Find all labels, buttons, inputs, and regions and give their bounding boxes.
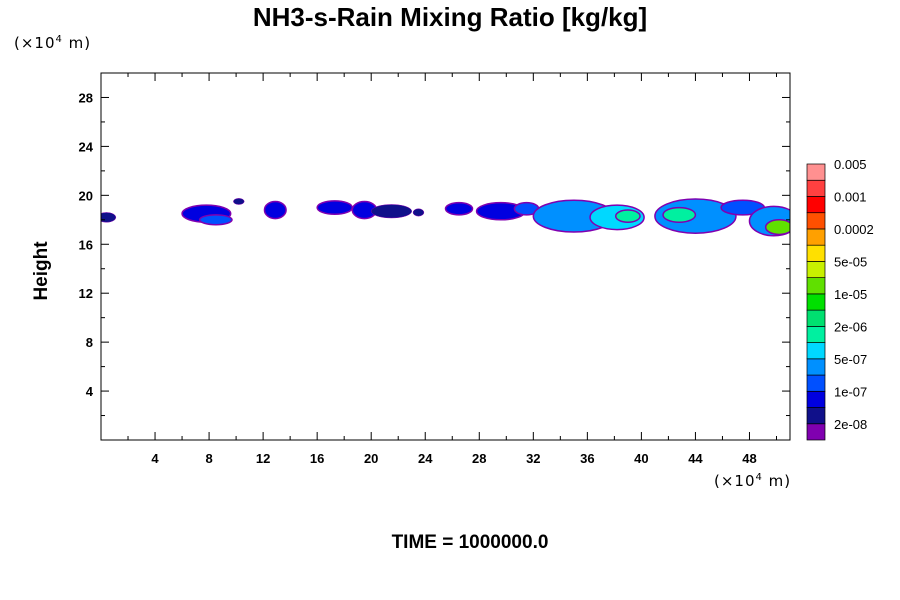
contour-region xyxy=(662,206,697,223)
contour-region xyxy=(198,214,233,226)
x-tick-label: 36 xyxy=(580,451,594,466)
x-tick-label: 4 xyxy=(151,451,159,466)
contour-region xyxy=(614,209,641,223)
colorbar-swatch xyxy=(806,228,826,246)
colorbar-swatch xyxy=(806,212,826,230)
colorbar-swatch xyxy=(806,423,826,441)
colorbar-swatch xyxy=(806,277,826,295)
y-tick-label: 8 xyxy=(86,335,93,350)
colorbar-swatch xyxy=(806,326,826,343)
colorbar-swatch xyxy=(806,293,826,311)
x-tick-label: 24 xyxy=(418,451,433,466)
colorbar-swatch xyxy=(806,244,826,262)
colorbar-swatch xyxy=(806,374,826,392)
contour-region xyxy=(444,201,474,216)
y-tick-label: 24 xyxy=(79,139,94,154)
x-tick-label: 20 xyxy=(364,451,378,466)
contour-region xyxy=(370,204,412,219)
colorbar-label: 5e-05 xyxy=(834,254,867,269)
contour-region xyxy=(764,219,790,236)
contour-region xyxy=(233,198,245,205)
time-label: TIME = 1000000.0 xyxy=(391,532,549,553)
contour-region xyxy=(316,200,354,216)
y-tick-label: 16 xyxy=(79,237,93,252)
y-tick-label: 12 xyxy=(79,286,93,301)
y-tick-label: 28 xyxy=(79,90,93,105)
x-tick-label: 48 xyxy=(742,451,756,466)
x-axis-unit: (×104 m) xyxy=(714,472,792,490)
contour-region xyxy=(412,208,425,217)
x-tick-label: 16 xyxy=(310,451,324,466)
y-axis-unit: (×104 m) xyxy=(14,34,92,52)
contour-region xyxy=(263,200,287,220)
x-tick-label: 32 xyxy=(526,451,540,466)
x-tick-label: 8 xyxy=(205,451,212,466)
colorbar-label: 0.0002 xyxy=(834,222,874,237)
x-tick-label: 44 xyxy=(688,451,703,466)
colorbar-swatch xyxy=(806,390,826,408)
colorbar-swatch xyxy=(806,179,826,197)
colorbar-label: 1e-07 xyxy=(834,384,867,399)
colorbar-swatch xyxy=(806,407,826,425)
colorbar-label: 5e-07 xyxy=(834,352,867,367)
x-tick-label: 28 xyxy=(472,451,486,466)
contour-region xyxy=(101,212,117,223)
y-tick-label: 20 xyxy=(79,188,93,203)
colorbar-swatch xyxy=(806,358,826,376)
plot-frame xyxy=(100,72,791,441)
x-tick-label: 40 xyxy=(634,451,648,466)
y-tick-label: 4 xyxy=(86,384,94,399)
colorbar-swatch xyxy=(806,342,826,360)
colorbar-swatch xyxy=(806,309,826,327)
colorbar-label: 2e-06 xyxy=(834,319,867,334)
colorbar-label: 1e-05 xyxy=(834,287,867,302)
colorbar-label: 0.005 xyxy=(834,157,867,172)
colorbar-swatch xyxy=(806,196,826,214)
colorbar-label: 0.001 xyxy=(834,189,867,204)
colorbar-swatch xyxy=(806,261,826,278)
x-tick-label: 12 xyxy=(256,451,270,466)
chart-title: NH3-s-Rain Mixing Ratio [kg/kg] xyxy=(252,2,648,32)
colorbar-swatch xyxy=(806,163,826,181)
contour-layer xyxy=(101,198,790,237)
colorbar-label: 2e-08 xyxy=(834,417,867,432)
